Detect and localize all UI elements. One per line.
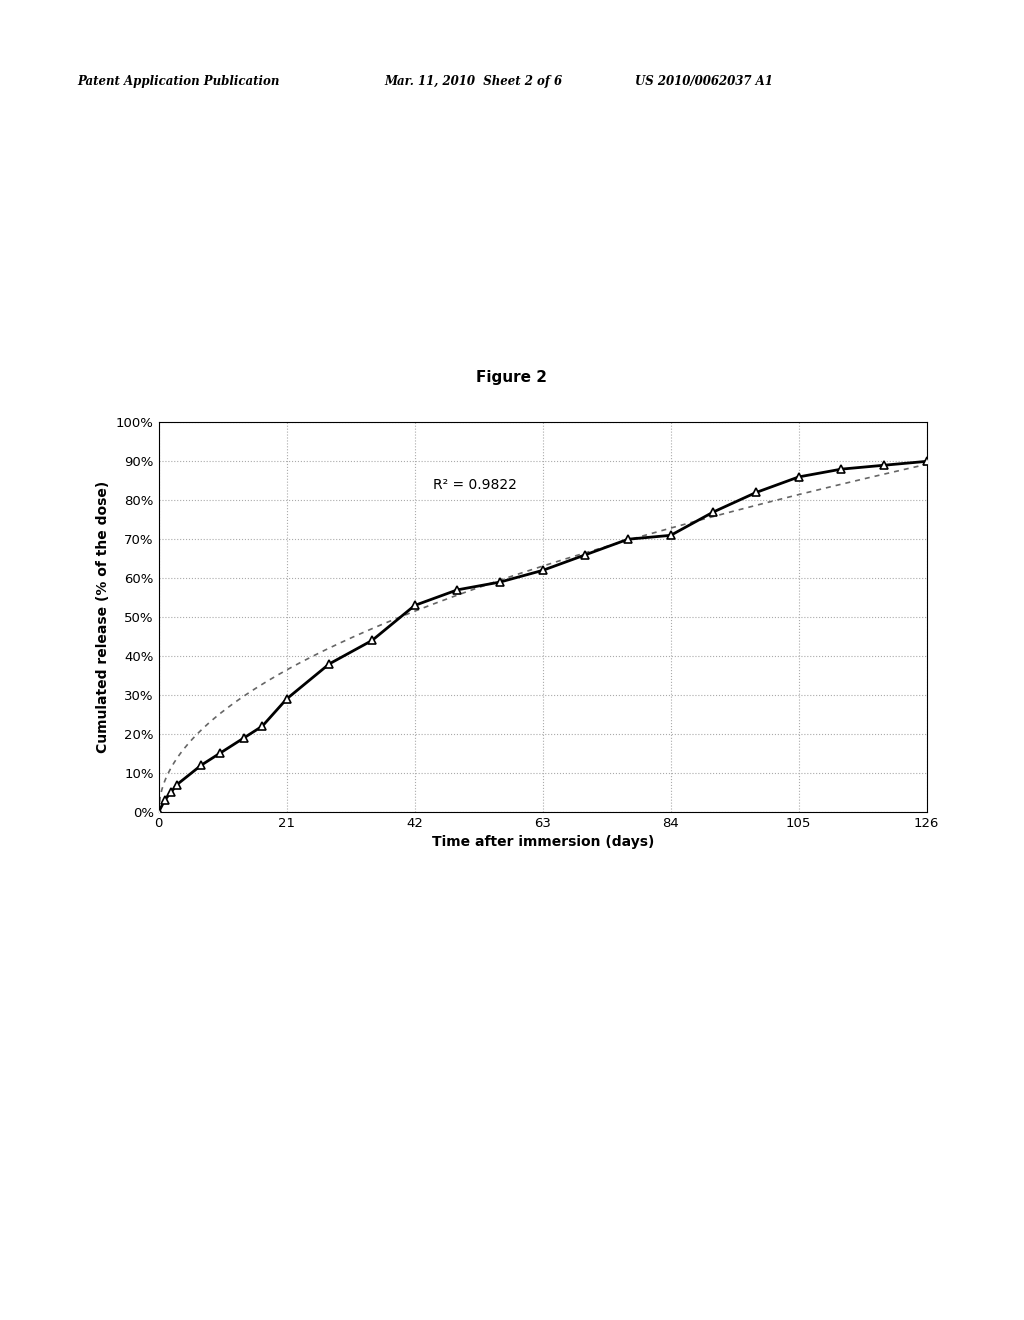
Text: Mar. 11, 2010  Sheet 2 of 6: Mar. 11, 2010 Sheet 2 of 6	[384, 75, 562, 88]
Text: US 2010/0062037 A1: US 2010/0062037 A1	[635, 75, 773, 88]
Text: Patent Application Publication: Patent Application Publication	[77, 75, 280, 88]
Y-axis label: Cumulated release (% of the dose): Cumulated release (% of the dose)	[96, 480, 111, 754]
Text: R² = 0.9822: R² = 0.9822	[433, 478, 517, 492]
Text: Figure 2: Figure 2	[476, 370, 548, 384]
X-axis label: Time after immersion (days): Time after immersion (days)	[431, 836, 654, 849]
